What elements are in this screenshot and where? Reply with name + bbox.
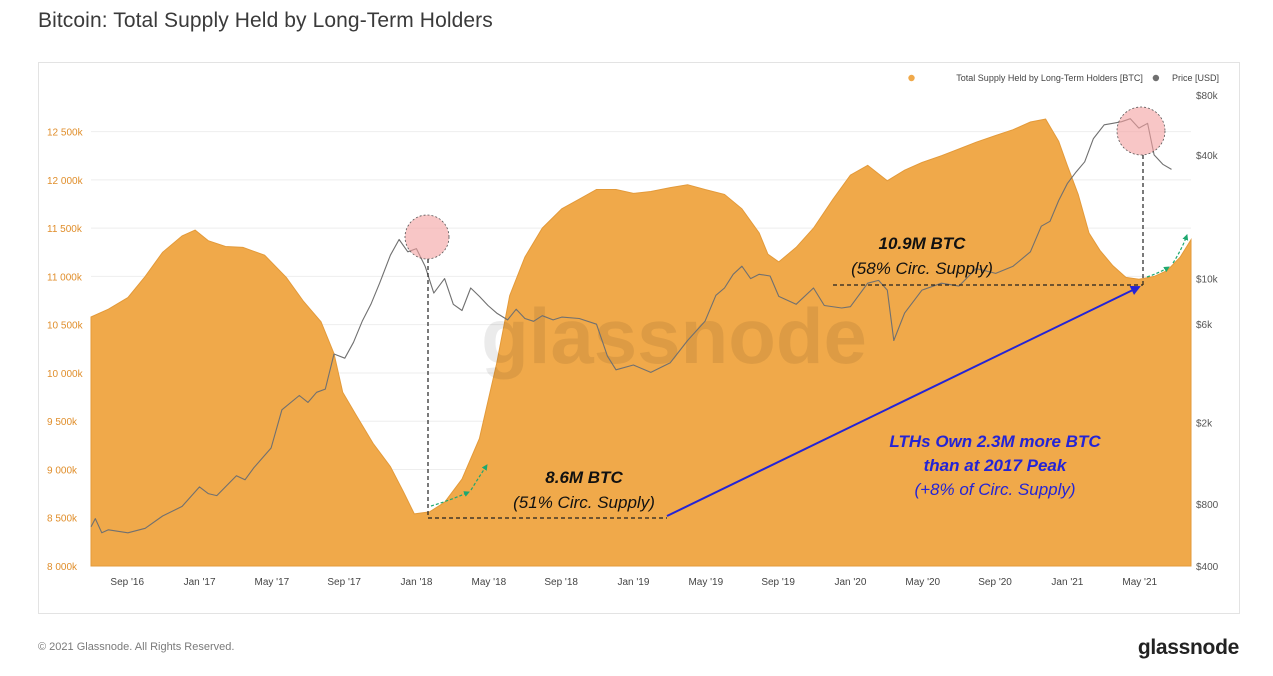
y-right-tick-label: $80k	[1196, 91, 1219, 102]
y-axis-right: $400 $800 $2k $6k $10k $40k $80k	[1196, 91, 1219, 573]
peak-2021-highlight-circle	[1116, 106, 1166, 156]
watermark: glassnode	[481, 292, 867, 380]
chart-panel: glassnode 8 000k 8 500k 9 000k 9 500k 10 000…	[38, 62, 1240, 614]
trend-arrow-2018a	[430, 491, 470, 507]
annotation-10-9m: 10.9M BTC (58% Circ. Supply)	[851, 234, 993, 278]
annotation-8-6m-title: 8.6M BTC	[545, 468, 623, 487]
brand-logo[interactable]: glassnode	[1137, 636, 1239, 659]
annotation-lth-growth: LTHs Own 2.3M more BTC than at 2017 Peak…	[889, 432, 1101, 499]
y-left-tick-label: 8 500k	[47, 514, 78, 525]
y-left-tick-label: 11 500k	[47, 224, 83, 235]
annotation-10-9m-title: 10.9M BTC	[879, 234, 967, 253]
x-tick-label: Sep '19	[761, 577, 795, 588]
y-right-tick-label: $2k	[1196, 418, 1213, 429]
y-left-tick-label: 12 500k	[47, 128, 84, 139]
x-tick-label: Sep '16	[110, 577, 144, 588]
y-left-tick-label: 10 000k	[47, 369, 84, 380]
legend-swatch	[908, 74, 915, 82]
copyright-notice: © 2021 Glassnode. All Rights Reserved.	[38, 641, 235, 653]
y-right-tick-label: $800	[1196, 500, 1219, 511]
x-tick-label: May '17	[255, 577, 290, 588]
x-tick-label: Sep '20	[978, 577, 1012, 588]
x-tick-label: May '21	[1122, 577, 1157, 588]
growth-arrow	[666, 285, 1141, 517]
y-axis-left: 8 000k 8 500k 9 000k 9 500k 10 000k 10 500k 11…	[47, 128, 84, 573]
trend-arrow-2021b	[1172, 234, 1189, 264]
legend-item-0[interactable]: Total Supply Held by Long-Term Holders […	[908, 73, 1143, 83]
x-tick-label: Jan '18	[401, 577, 433, 588]
x-tick-label: Sep '18	[544, 577, 578, 588]
x-tick-label: Jan '20	[834, 577, 866, 588]
annotation-8-6m-subtitle: (51% Circ. Supply)	[513, 493, 655, 512]
price-series-line	[90, 118, 1172, 534]
annotation-lth-line1: LTHs Own 2.3M more BTC	[889, 432, 1101, 451]
x-axis: Sep '16 Jan '17 May '17 Sep '17 Jan '18 May '…	[110, 577, 1157, 588]
y-left-tick-label: 8 000k	[47, 562, 78, 573]
y-right-tick-label: $6k	[1196, 320, 1213, 331]
trend-arrow-2018b	[470, 464, 488, 491]
y-right-tick-label: $400	[1196, 562, 1219, 573]
y-left-tick-label: 9 500k	[47, 417, 78, 428]
y-right-tick-label: $10k	[1196, 275, 1219, 286]
x-tick-label: Jan '21	[1051, 577, 1083, 588]
annotations: 8.6M BTC (51% Circ. Supply) 10.9M BTC (5…	[404, 106, 1189, 519]
legend-item-1[interactable]: Price [USD]	[1152, 73, 1219, 83]
x-tick-label: Sep '17	[327, 577, 361, 588]
supply-area	[90, 118, 1192, 567]
annotation-8-6m: 8.6M BTC (51% Circ. Supply)	[513, 468, 655, 512]
legend[interactable]: Price [USD] Total Supply Held by Long-Ter…	[908, 73, 1219, 83]
y-right-tick-label: $40k	[1196, 151, 1219, 162]
legend-label: Price [USD]	[1172, 73, 1219, 83]
page-title: Bitcoin: Total Supply Held by Long-Term …	[38, 9, 493, 32]
annotation-lth-line3: (+8% of Circ. Supply)	[914, 480, 1075, 499]
y-left-tick-label: 9 000k	[47, 465, 78, 476]
x-tick-label: Jan '19	[618, 577, 650, 588]
legend-swatch	[1152, 74, 1160, 82]
x-tick-label: Jan '17	[184, 577, 216, 588]
trend-arrow-2021a	[1146, 266, 1170, 278]
x-tick-label: May '19	[688, 577, 723, 588]
x-tick-label: May '20	[905, 577, 940, 588]
legend-label: Total Supply Held by Long-Term Holders […	[956, 73, 1143, 83]
supply-chart: glassnode 8 000k 8 500k 9 000k 9 500k 10 000…	[47, 73, 1219, 588]
annotation-lth-line2: than at 2017 Peak	[924, 456, 1068, 475]
supply-area-fill	[90, 118, 1192, 567]
y-left-tick-label: 11 000k	[47, 272, 83, 283]
price-line	[90, 118, 1172, 534]
annotation-10-9m-subtitle: (58% Circ. Supply)	[851, 259, 993, 278]
y-left-tick-label: 10 500k	[47, 321, 84, 332]
peak-2017-highlight-circle	[404, 214, 450, 260]
y-left-tick-label: 12 000k	[47, 176, 84, 187]
x-tick-label: May '18	[471, 577, 506, 588]
